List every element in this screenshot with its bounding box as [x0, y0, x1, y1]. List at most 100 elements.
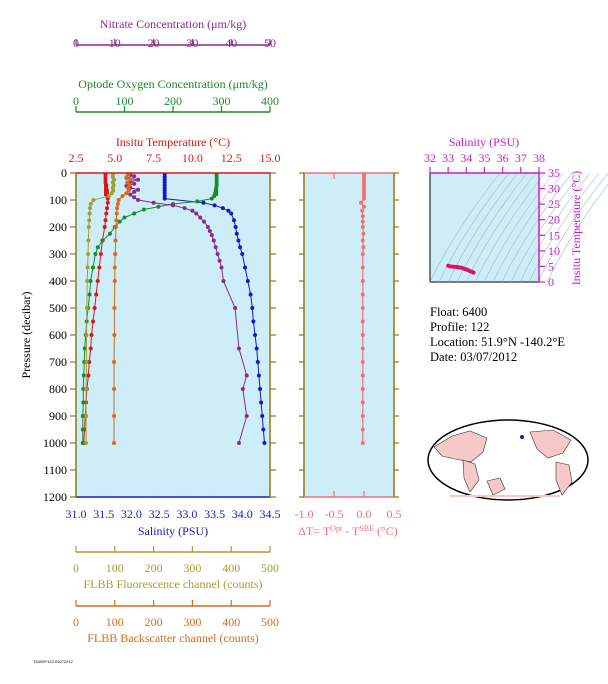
delta-t-point: [360, 252, 365, 256]
nitrate-point: [136, 177, 141, 182]
insitu-temperature-point: [98, 252, 103, 256]
pressure-tick-label: 800: [49, 382, 67, 396]
delta-t-point: [360, 441, 365, 445]
pressure-tick-label: 400: [49, 274, 67, 288]
salinity-tick-label: 31.0: [66, 507, 87, 521]
insitu-temperature-point: [97, 265, 102, 270]
salinity-point: [256, 373, 261, 378]
temperature-tick-label: 12.5: [221, 151, 242, 165]
density-contour: [528, 172, 600, 283]
date-label: Date: 03/07/2012: [430, 350, 518, 364]
delta-t-axis-title: ΔT= TOpt - TSBE (°C): [298, 524, 398, 539]
nitrate-point: [221, 279, 226, 283]
nitrate-tick-label: 20: [148, 36, 160, 50]
flbb-backscatter-point: [125, 180, 130, 185]
ts-temp-tick-label: 10: [548, 244, 560, 258]
optode-oxygen-point: [87, 292, 92, 297]
map-land-south-america: [555, 461, 573, 496]
delta-t-point: [361, 245, 366, 250]
pressure-tick-label: 500: [49, 301, 67, 315]
nitrate-point: [236, 441, 241, 445]
nitrate-tick-label: 30: [186, 36, 198, 50]
optode-oxygen-point: [100, 238, 105, 243]
ts-temp-tick-label: 15: [548, 228, 560, 242]
backscatter-tick-label: 200: [145, 615, 163, 629]
nitrate-point: [136, 198, 141, 202]
nitrate-tick-label: 50: [264, 36, 276, 50]
nitrate-point: [211, 238, 216, 243]
map-land-africa: [462, 459, 480, 493]
salinity-point: [243, 265, 248, 270]
backscatter-tick-label: 500: [261, 615, 279, 629]
ts-point: [471, 270, 476, 275]
ts-salinity-tick-label: 33: [442, 151, 454, 165]
flbb-backscatter-point: [120, 193, 125, 198]
pressure-tick-label: 600: [49, 328, 67, 342]
nitrate-point: [202, 219, 207, 224]
delta-t-point: [360, 346, 365, 351]
salinity-tick-label: 32.0: [121, 507, 142, 521]
footer-code: T6400P122-03072012: [33, 659, 73, 664]
flbb-fluorescence-point: [84, 306, 89, 310]
delta-t-point: [360, 238, 365, 243]
delta-t-point: [360, 414, 365, 418]
ts-salinity-tick-label: 32: [424, 151, 436, 165]
backscatter-tick-label: 300: [183, 615, 201, 629]
insitu-temperature-point: [88, 346, 93, 351]
pressure-tick-label: 1000: [43, 436, 67, 450]
backscatter-tick-label: 100: [106, 615, 124, 629]
salinity-point: [229, 211, 234, 216]
flbb-backscatter-point: [112, 265, 117, 270]
flbb-fluorescence-point: [86, 225, 91, 229]
salinity-point: [238, 245, 243, 250]
flbb-backscatter-point: [124, 175, 129, 180]
density-contour: [447, 172, 519, 283]
flbb-fluorescence-point: [86, 238, 91, 243]
nitrate-point: [128, 192, 133, 197]
density-contour: [537, 172, 608, 283]
pressure-tick-label: 1100: [43, 463, 67, 477]
salinity-point: [261, 427, 266, 432]
flbb-fluorescence-point: [86, 252, 91, 256]
optode-oxygen-point: [122, 215, 127, 220]
salinity-point: [231, 218, 236, 223]
nitrate-point: [207, 229, 212, 234]
salinity-point: [253, 333, 258, 337]
flbb-backscatter-point: [112, 306, 117, 310]
oxygen-axis-title: Optode Oxygen Concentration (μm/kg): [78, 77, 267, 91]
flbb-backscatter-point: [126, 188, 131, 193]
optode-oxygen-point: [80, 427, 85, 432]
nitrate-point: [182, 206, 187, 211]
nitrate-point: [198, 215, 203, 220]
flbb-backscatter-point: [114, 218, 119, 223]
density-contour: [519, 172, 591, 283]
nitrate-tick-label: 40: [225, 36, 237, 50]
delta-t-point: [360, 400, 365, 405]
location-label: Location: 51.9°N -140.2°E: [430, 335, 565, 349]
oxygen-tick-label: 400: [261, 94, 279, 108]
optode-oxygen-point: [81, 387, 86, 391]
backscatter-tick-label: 400: [222, 615, 240, 629]
flbb-fluorescence-point: [85, 265, 90, 270]
flbb-fluorescence-point: [84, 333, 89, 337]
ts-salinity-tick-label: 36: [497, 151, 509, 165]
ts-salinity-tick-label: 37: [515, 151, 527, 165]
optode-oxygen-point: [93, 252, 98, 256]
density-contour: [474, 172, 546, 283]
nitrate-point: [244, 373, 249, 378]
flbb-fluorescence-point: [106, 193, 111, 198]
flbb-backscatter-point: [112, 360, 117, 364]
salinity-tick-label: 31.5: [93, 507, 114, 521]
fluorescence-tick-label: 100: [106, 561, 124, 575]
delta-t-point: [360, 387, 365, 391]
nitrate-point: [194, 211, 199, 216]
salinity-tick-label: 34.0: [232, 507, 253, 521]
flbb-fluorescence-point: [91, 198, 96, 202]
salinity-point: [240, 252, 245, 256]
salinity-point: [233, 225, 238, 229]
fluorescence-tick-label: 0: [73, 561, 79, 575]
density-contour: [546, 184, 608, 283]
float-label: Float: 6400: [430, 305, 488, 319]
insitu-temperature-point: [92, 306, 97, 310]
salinity-point: [248, 292, 253, 297]
